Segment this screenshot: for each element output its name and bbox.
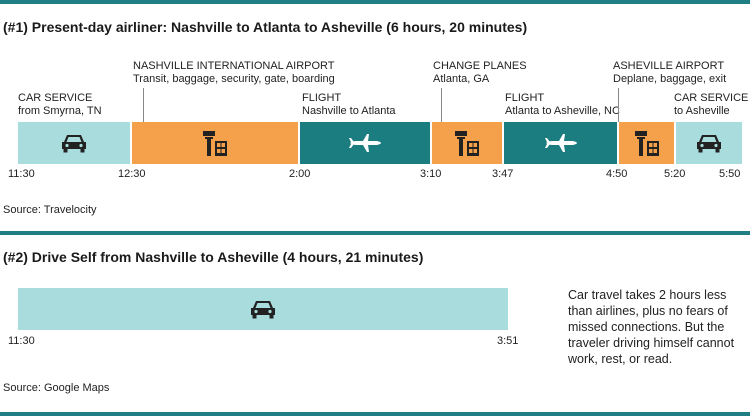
label-flight-1: FLIGHT Nashville to Atlanta (302, 92, 396, 118)
label-car-service-to: CAR SERVICE to Asheville (674, 92, 748, 118)
segment-flight-1 (300, 122, 430, 164)
plane-icon (349, 134, 381, 152)
label-detail: to Asheville (674, 105, 730, 117)
time-label: 11:30 (8, 168, 35, 180)
section2-title: (#2) Drive Self from Nashville to Ashevi… (3, 249, 424, 265)
label-detail: Transit, baggage, security, gate, boardi… (133, 73, 335, 85)
label-heading: CAR SERVICE (18, 92, 93, 104)
label-car-service-from: CAR SERVICE from Smyrna, TN (18, 92, 102, 118)
label-nashville-airport: NASHVILLE INTERNATIONAL AIRPORT Transit,… (133, 60, 335, 86)
time-label: 2:00 (289, 168, 311, 180)
time-label: 3:10 (420, 168, 442, 180)
section1-source: Source: Travelocity (3, 204, 97, 216)
leader-tick (441, 88, 442, 122)
segment-car-service-2 (676, 122, 742, 164)
leader-tick (143, 88, 144, 122)
label-heading: FLIGHT (302, 92, 342, 104)
car-icon (62, 135, 86, 153)
segment-nashville-airport (132, 122, 298, 164)
airport-icon (634, 131, 659, 156)
section1-title: (#1) Present-day airliner: Nashville to … (3, 19, 528, 35)
airport-icon (455, 131, 479, 156)
bottom-rule (0, 412, 750, 416)
time-label: 5:20 (664, 168, 686, 180)
time-label: 3:51 (497, 335, 519, 347)
label-heading: ASHEVILLE AIRPORT (613, 60, 725, 72)
time-label: 5:50 (719, 168, 741, 180)
time-label: 12:30 (118, 168, 146, 180)
label-asheville-airport: ASHEVILLE AIRPORT Deplane, baggage, exit (613, 60, 726, 86)
label-detail: Atlanta, GA (433, 73, 490, 85)
label-detail: Atlanta to Asheville, NC (505, 105, 620, 117)
plane-icon (544, 134, 577, 152)
segment-drive-self (18, 288, 508, 330)
label-detail: Deplane, baggage, exit (613, 73, 727, 85)
time-label: 11:30 (8, 335, 35, 347)
top-rule (0, 0, 750, 4)
label-detail: from Smyrna, TN (18, 105, 102, 117)
label-flight-2: FLIGHT Atlanta to Asheville, NC (505, 92, 620, 118)
car-icon (697, 135, 721, 153)
label-heading: CHANGE PLANES (433, 60, 527, 72)
time-label: 3:47 (492, 168, 514, 180)
label-heading: CAR SERVICE (674, 92, 749, 104)
segment-flight-2 (504, 122, 617, 164)
segment-change-planes (432, 122, 502, 164)
label-heading: NASHVILLE INTERNATIONAL AIRPORT (133, 60, 335, 72)
airport-icon (203, 131, 227, 156)
time-label: 4:50 (606, 168, 628, 180)
label-detail: Nashville to Atlanta (302, 105, 396, 117)
section-divider (0, 231, 750, 235)
leader-tick (618, 88, 619, 122)
segment-asheville-airport (619, 122, 674, 164)
label-change-planes: CHANGE PLANES Atlanta, GA (433, 60, 527, 86)
drive-note: Car travel takes 2 hours less than airli… (568, 288, 735, 366)
label-heading: FLIGHT (505, 92, 545, 104)
segment-car-service (18, 122, 130, 164)
section2-source: Source: Google Maps (3, 382, 110, 394)
car-icon (251, 301, 275, 319)
